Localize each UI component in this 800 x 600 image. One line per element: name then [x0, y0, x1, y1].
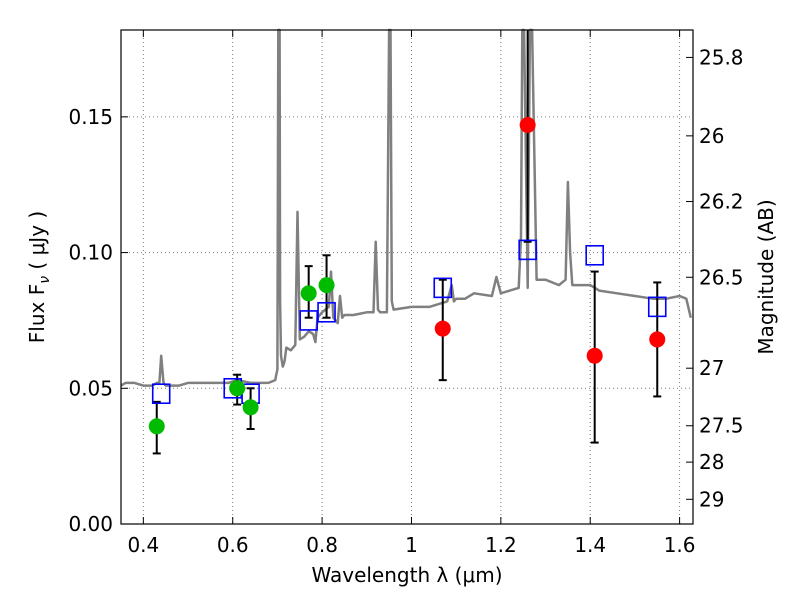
y-axis-title: Flux Fν ( μJy )	[25, 211, 53, 343]
model-point	[585, 244, 604, 266]
x-tick-label: 1.2	[485, 533, 517, 557]
right-tick-label: 27	[699, 356, 724, 380]
right-tick-label: 29	[699, 487, 724, 511]
x-axis-title: Wavelength λ (μm)	[311, 563, 502, 587]
x-tick-label: 1.6	[664, 533, 696, 557]
model-point	[151, 383, 171, 405]
model-point	[299, 310, 318, 331]
observed-point-green	[148, 418, 165, 435]
model-point	[317, 301, 336, 323]
observed-point-red	[519, 117, 536, 133]
observed-point-green	[318, 277, 335, 294]
right-axis-title: Magnitude (AB)	[754, 199, 778, 354]
observed-point-green	[242, 399, 259, 416]
right-tick-label: 26.2	[699, 190, 744, 214]
x-tick-label: 0.6	[217, 533, 249, 557]
y-tick-label: 0.05	[68, 376, 113, 400]
tick-labels: 0.4 0.6 0.8 1 1.2 1.4 1.6 0.00 0.05 0.10 0.15 25.8 2…	[68, 45, 743, 557]
x-tick-label: 0.4	[127, 533, 159, 557]
y-tick-label: 0.10	[68, 241, 113, 265]
right-tick-label: 26	[699, 124, 724, 148]
spectrum-series	[120, 28, 693, 387]
observed-points	[148, 117, 666, 435]
x-tick-label: 0.8	[306, 533, 338, 557]
spectrum-line	[120, 28, 693, 387]
observed-point-red	[434, 320, 451, 337]
observed-point-green	[300, 285, 317, 302]
model-point	[647, 296, 667, 318]
plot-frame	[120, 29, 694, 525]
observed-point-red	[649, 331, 666, 348]
error-bars	[152, 30, 662, 455]
y-tick-label: 0.00	[68, 512, 113, 536]
model-point	[518, 239, 537, 261]
right-tick-label: 28	[699, 450, 724, 474]
model-points	[151, 239, 667, 405]
right-tick-label: 27.5	[699, 414, 744, 438]
x-tick-label: 1.4	[574, 533, 606, 557]
right-tick-label: 25.8	[699, 45, 744, 69]
right-tick-label: 26.5	[699, 265, 744, 289]
grid-lines	[121, 30, 693, 525]
axis-ticks	[121, 30, 693, 525]
observed-point-red	[586, 347, 603, 364]
model-point	[433, 277, 453, 299]
y-tick-label: 0.15	[68, 105, 113, 129]
observed-point-green	[229, 380, 246, 397]
x-tick-label: 1	[405, 533, 418, 557]
